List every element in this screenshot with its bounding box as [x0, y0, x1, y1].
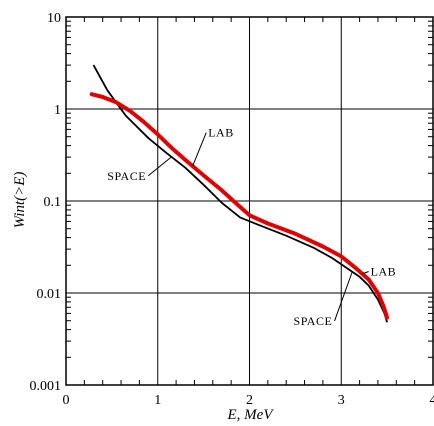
annotation-space: SPACE	[107, 169, 146, 183]
space-series-line	[92, 64, 388, 323]
x-tick-label: 1	[154, 393, 161, 408]
y-tick-label: 0.01	[37, 287, 62, 302]
minor-ticks	[66, 17, 433, 385]
x-tick-label: 2	[246, 393, 253, 408]
annotation-space: SPACE	[294, 314, 333, 328]
annotation-leaders	[147, 132, 369, 322]
y-tick-label: 0.001	[30, 379, 62, 394]
y-tick-label: 1	[54, 103, 61, 118]
lab-series-line	[89, 92, 390, 320]
leader-line	[147, 156, 172, 177]
leader-line	[334, 271, 353, 322]
y-tick-label: 0.1	[44, 195, 62, 210]
leader-line	[362, 271, 369, 275]
grid	[66, 17, 433, 385]
annotations: LAB SPACE LAB SPACE	[107, 126, 397, 328]
series-group	[89, 64, 390, 323]
plot-frame	[65, 16, 434, 386]
x-tick-labels: 0 1 2 3 4	[63, 393, 434, 408]
x-tick-label: 0	[63, 393, 70, 408]
x-axis-title: E, MeV	[227, 407, 275, 423]
y-tick-labels: 10 1 0.1 0.01 0.001	[30, 11, 62, 394]
annotation-lab: LAB	[371, 264, 397, 278]
x-tick-label: 4	[430, 393, 434, 408]
lab-series-line-dots	[91, 93, 388, 318]
annotation-lab: LAB	[208, 126, 234, 140]
y-axis-title: Wint(>E)	[12, 172, 28, 229]
y-tick-label: 10	[47, 11, 61, 26]
x-tick-label: 3	[338, 393, 345, 408]
leader-line	[192, 132, 207, 167]
